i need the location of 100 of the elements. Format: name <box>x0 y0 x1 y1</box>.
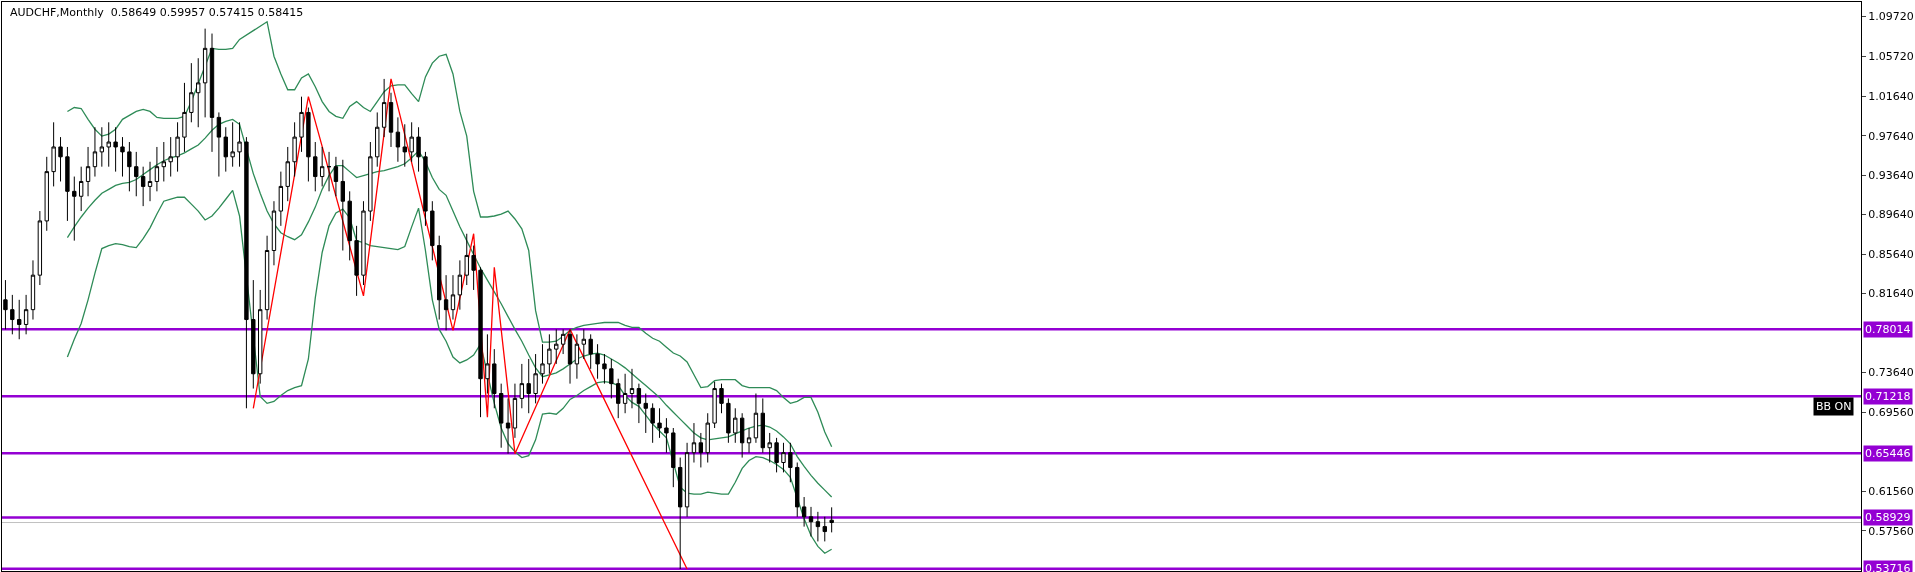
candlestick <box>629 368 635 409</box>
candlestick <box>313 141 318 192</box>
candlestick <box>595 343 600 380</box>
ref-line-label: 0.65446 <box>1865 447 1911 460</box>
candlestick <box>354 225 359 297</box>
candlestick <box>72 176 77 242</box>
candlestick <box>671 427 676 488</box>
candlestick <box>44 156 49 232</box>
candlestick <box>361 200 366 286</box>
y-tick-label: 0.85640 <box>1868 247 1914 261</box>
candlestick <box>230 121 235 168</box>
line-series <box>66 21 833 448</box>
candlestick <box>23 294 29 335</box>
candlestick <box>616 378 621 419</box>
candlestick <box>388 92 394 148</box>
candlestick <box>375 111 380 168</box>
y-tick-label: 1.01640 <box>1868 90 1914 104</box>
candlestick <box>533 353 538 404</box>
candlestick <box>505 397 511 455</box>
ref-line-label: 0.78014 <box>1865 323 1911 336</box>
y-tick-label: 0.69560 <box>1868 406 1914 420</box>
candlestick <box>643 393 648 434</box>
candlestick <box>402 123 407 168</box>
candlestick <box>471 245 476 291</box>
line-series <box>66 189 833 554</box>
candlestick <box>368 141 373 222</box>
candlestick <box>781 442 786 473</box>
candlestick <box>409 121 414 163</box>
y-tick-label: 0.57560 <box>1868 524 1914 538</box>
candlestick <box>319 146 325 187</box>
candlestick <box>739 412 745 459</box>
candlestick <box>664 417 669 454</box>
candlestick <box>650 402 655 444</box>
candlestick <box>567 328 573 385</box>
candlestick <box>127 141 132 192</box>
candlestick <box>175 121 180 173</box>
candlestick <box>78 166 84 212</box>
candlestick <box>678 457 683 570</box>
y-tick-label: 0.97640 <box>1868 129 1914 143</box>
candlestick <box>85 146 91 197</box>
candlestick <box>202 28 208 118</box>
candlestick <box>753 393 759 444</box>
candlestick <box>712 381 717 429</box>
candlestick <box>161 141 166 182</box>
candlestick <box>299 96 304 153</box>
candlestick <box>581 328 586 360</box>
ref-line-label: 0.58929 <box>1865 511 1911 524</box>
candlestick <box>106 121 111 168</box>
candlestick <box>760 397 765 454</box>
candlestick <box>829 506 834 533</box>
candlestick <box>264 235 270 321</box>
candlestick <box>237 121 242 168</box>
y-tick-label: 1.05720 <box>1868 49 1914 63</box>
candlestick <box>347 190 352 261</box>
candlestick <box>554 328 559 365</box>
candlestick <box>271 200 277 266</box>
y-tick-label: 0.81640 <box>1868 287 1914 301</box>
candlestick <box>602 353 607 385</box>
candlestick <box>223 126 228 173</box>
annotation: BB ON <box>1816 400 1852 413</box>
candlestick <box>788 442 793 483</box>
candlestick <box>526 358 531 414</box>
candlestick <box>182 82 187 153</box>
y-tick-label: 0.61560 <box>1868 485 1914 499</box>
candlestick <box>443 274 449 331</box>
candlestick <box>726 397 731 444</box>
candlestick <box>168 136 173 178</box>
candlestick <box>17 299 22 340</box>
candlestick <box>416 126 421 173</box>
candlestick <box>381 78 387 138</box>
line-series <box>252 78 688 570</box>
candlestick <box>519 363 525 409</box>
candlestick <box>609 358 614 399</box>
candlestick <box>51 121 56 187</box>
candlestick <box>437 235 442 321</box>
candlestick <box>746 427 752 454</box>
candlestick <box>801 496 807 528</box>
candlestick <box>306 107 311 182</box>
candlestick <box>698 432 704 468</box>
y-tick-label: 0.89640 <box>1868 208 1914 222</box>
candlestick <box>244 136 249 409</box>
candlestick <box>574 333 580 380</box>
candlestick <box>251 279 256 390</box>
y-tick-label: 0.93640 <box>1868 169 1914 183</box>
candlestick <box>622 373 628 414</box>
candlestick <box>719 383 724 414</box>
candlestick <box>65 146 70 222</box>
candlestick <box>209 33 215 153</box>
candlestick <box>457 259 463 311</box>
candlestick <box>37 210 43 286</box>
candlestick <box>808 506 814 537</box>
candlestick <box>485 333 490 394</box>
candlestick <box>492 348 497 409</box>
candlestick <box>822 516 827 542</box>
candlestick <box>10 294 15 335</box>
candlestick <box>216 111 222 178</box>
candlestick <box>705 412 710 464</box>
candlestick <box>423 151 428 227</box>
candlestick <box>99 126 105 168</box>
candlestick <box>767 432 772 464</box>
